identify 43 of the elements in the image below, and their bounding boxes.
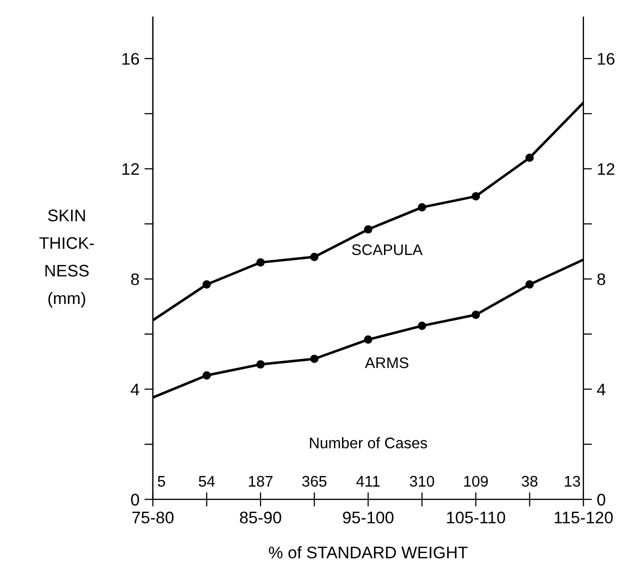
annotation: 310 [410,476,434,487]
x-axis-title: % of STANDARD WEIGHT [268,546,468,558]
annotation: 109 [464,476,488,487]
series-label: SCAPULA [352,244,423,256]
x-tick-label: 115-120 [554,512,613,524]
y-tick-label: 4 [130,384,140,396]
annotation: 187 [248,476,272,487]
x-tick-label: 85-90 [240,512,282,524]
y2-tick-label: 12 [598,163,614,175]
point [202,371,211,380]
point [310,354,319,364]
point [525,154,534,162]
point [472,310,480,319]
annotation: 411 [356,476,380,487]
y-tick-label: 12 [122,163,139,175]
point [256,360,265,369]
y2-tick-label: 4 [597,384,606,396]
point [364,335,372,344]
point [472,192,480,200]
y-tick-label: 16 [122,52,139,65]
annotation: 54 [198,476,215,487]
y2-tick-label: 8 [597,273,606,286]
point [525,280,534,289]
point [256,258,265,267]
y-tick-label: 8 [131,273,139,286]
y2-tick-label: 0 [597,494,606,506]
series-label: ARMS [364,357,408,368]
point [364,225,372,234]
point [310,252,319,262]
annotation: 5 [158,476,166,487]
point [418,322,426,330]
annotation: Number of Cases [310,437,428,448]
y-tick-label: 0 [131,494,140,506]
point [418,203,426,212]
annotation: 365 [302,476,326,487]
y2-tick-label: 16 [598,52,614,65]
point [202,280,211,289]
x-tick-label: 95-100 [342,512,394,524]
annotation: 38 [522,476,538,487]
x-tick-label: 75-80 [132,512,174,524]
x-tick-label: 105-110 [447,512,506,524]
y-axis-title: SKIN THICK- NESS (mm) [39,210,94,308]
annotation: 13 [564,476,580,487]
